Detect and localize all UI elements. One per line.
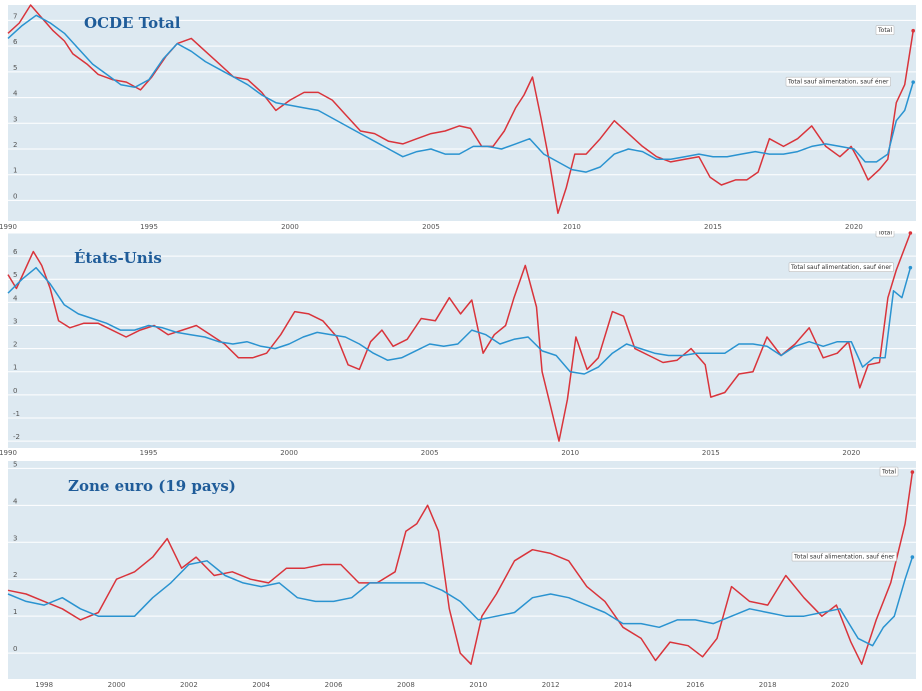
x-tick-label: 2020 [831,681,849,689]
x-tick-label: 2015 [702,449,720,457]
series-end-marker [910,555,915,559]
series-label-text: Total sauf alimentation, sauf éner [790,264,892,271]
series-label-text: Total [877,27,892,34]
y-tick-label: 2 [13,571,17,579]
x-tick-label: 2000 [108,681,126,689]
x-tick-label: 2008 [397,681,415,689]
series-end-marker [911,28,915,33]
y-tick-label: 4 [13,294,18,302]
y-tick-label: 1 [13,167,17,175]
x-tick-label: 1990 [0,449,17,457]
y-tick-label: 2 [13,341,17,349]
series-label-text: Total sauf alimentation, sauf éner [787,79,889,86]
x-tick-label: 1990 [0,223,17,230]
x-tick-label: 2005 [422,223,440,230]
y-tick-label: 6 [13,248,18,256]
y-tick-label: 0 [13,192,17,200]
x-tick-label: 1995 [140,223,158,230]
y-tick-label: 7 [13,12,17,20]
x-tick-label: 2016 [686,681,704,689]
y-tick-label: 6 [13,38,18,46]
y-tick-label: 3 [13,317,17,325]
x-tick-label: 2010 [563,223,581,230]
plot-area [8,5,916,221]
y-tick-label: -1 [13,410,20,418]
x-tick-label: 2014 [614,681,632,689]
plot-area [8,461,916,679]
series-line-core [7,14,914,173]
chart-title: Zone euro (19 pays) [68,477,236,495]
x-tick-label: 2020 [842,449,860,457]
series-end-marker [908,265,913,270]
x-tick-label: 2004 [252,681,270,689]
x-tick-label: 2010 [469,681,487,689]
x-tick-label: 1995 [140,449,158,457]
series-label-core: Total sauf alimentation, sauf éner [791,551,897,562]
x-tick-label: 2010 [561,449,579,457]
x-tick-label: 2005 [421,449,439,457]
x-tick-label: 2020 [845,223,863,230]
series-end-marker [908,231,913,235]
x-tick-label: 1998 [35,681,53,689]
y-tick-label: 0 [13,645,17,653]
series-label-text: Total [881,469,896,476]
x-tick-label: 2012 [542,681,560,689]
chart-title: OCDE Total [84,14,181,32]
x-tick-label: 2002 [180,681,198,689]
series-label-core: Total sauf alimentation, sauf éner [785,76,891,87]
series-label-text: Total sauf alimentation, sauf éner [793,554,895,561]
series-line-total [7,471,914,665]
y-tick-label: 3 [13,115,17,123]
x-tick-label: 2000 [280,449,298,457]
series-line-total [7,232,912,442]
y-tick-label: 5 [13,64,17,72]
series-line-core [7,556,914,647]
series-line-core [7,266,912,375]
series-label-total: Total [879,466,899,477]
series-label-core: Total sauf alimentation, sauf éner [788,262,894,272]
chart-euro-area: 0 1 2 3 4 5 1998 2000 2002 2004 2006 2008 2010 2012 20… [7,460,916,689]
y-tick-label: 5 [13,460,17,468]
series-end-marker [910,470,915,474]
y-tick-label: 4 [13,90,18,98]
y-tick-label: 1 [13,608,17,616]
series-line-total [7,4,914,215]
series-label-total: Total [875,25,895,36]
x-tick-label: 2015 [704,223,722,230]
series-label-total: Total [875,231,895,238]
y-tick-label: 4 [13,497,18,505]
series-label-text: Total [877,231,892,237]
x-tick-label: 2006 [325,681,343,689]
y-tick-label: -2 [13,433,20,441]
x-tick-label: 2018 [759,681,777,689]
y-tick-label: 1 [13,364,17,372]
y-tick-label: 7 [13,231,17,233]
y-tick-label: 2 [13,141,17,149]
chart-title: États-Unis [74,249,162,267]
x-tick-label: 2000 [281,223,299,230]
y-tick-label: 0 [13,387,17,395]
y-tick-label: 5 [13,271,17,279]
chart-united-states: -2 -1 0 1 2 3 4 5 6 7 1990 1995 2000 2005 2010 2015 2020… [0,231,916,457]
series-end-marker [911,80,915,84]
y-tick-label: 3 [13,534,17,542]
